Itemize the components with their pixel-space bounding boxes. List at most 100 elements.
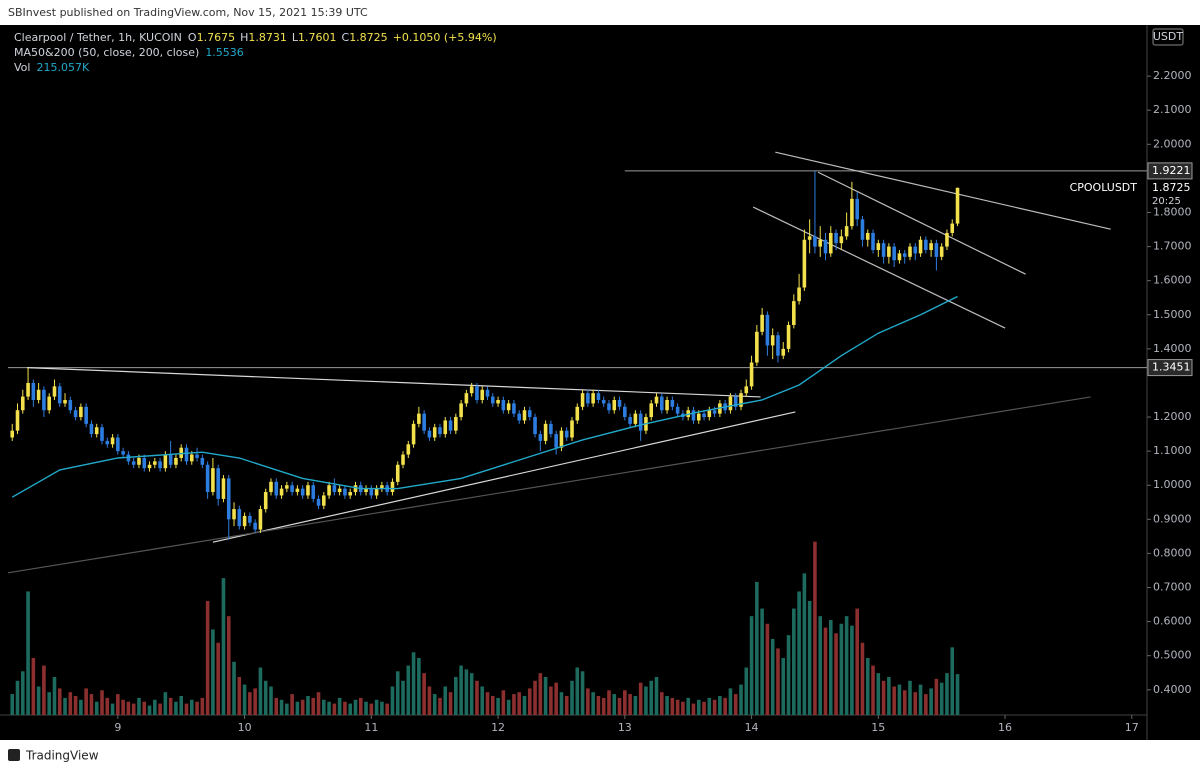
volume-bar	[20, 671, 25, 715]
candle-body	[374, 488, 379, 496]
volume-bar	[654, 676, 659, 715]
volume-bar	[712, 699, 717, 715]
volume-bar	[781, 657, 786, 715]
trend-line	[817, 171, 1026, 275]
candle-body	[20, 396, 25, 411]
candle-body	[142, 457, 147, 469]
trend-line	[212, 411, 796, 543]
candle-body	[15, 410, 20, 431]
volume-bar	[892, 686, 896, 715]
candle-body	[195, 454, 199, 458]
volume-bar	[770, 638, 775, 715]
volume-bar	[358, 697, 363, 715]
candle-body	[110, 437, 115, 445]
candle-body	[94, 427, 99, 435]
candle-body	[73, 410, 78, 418]
volume-bar	[908, 680, 912, 715]
y-tick-label: 0.9000	[1153, 512, 1192, 525]
candle-body	[828, 232, 833, 254]
volume-bar	[110, 703, 115, 715]
candle-body	[855, 198, 859, 220]
y-tick-label: 0.6000	[1153, 615, 1192, 628]
volume-bar	[823, 627, 828, 715]
candle-body	[955, 187, 960, 224]
volume-bar	[464, 669, 469, 715]
volume-bar	[855, 608, 859, 715]
volume-bar	[84, 688, 88, 715]
symbol: Clearpool / Tether, 1h, KUCOIN	[14, 31, 182, 44]
volume-bar	[380, 701, 384, 715]
candle-body	[512, 403, 516, 414]
candle-body	[491, 396, 495, 404]
volume-bar	[691, 703, 696, 715]
volume-bar	[834, 633, 838, 715]
candle-body	[617, 400, 622, 407]
candle-body	[776, 335, 780, 356]
candle-body	[733, 396, 738, 407]
volume-bar	[422, 673, 426, 715]
volume-bar	[448, 692, 453, 715]
candle-body	[939, 246, 944, 257]
candle-body	[337, 488, 342, 493]
volume-bar	[802, 573, 807, 715]
level-label: 1.9221	[1152, 164, 1191, 177]
currency: USDT	[1153, 30, 1184, 43]
volume-bar	[195, 701, 199, 715]
volume-bar	[659, 692, 664, 715]
volume-bar	[850, 625, 854, 715]
y-tick-label: 1.0000	[1153, 478, 1192, 491]
candle-body	[221, 478, 226, 499]
volume-bar	[538, 673, 543, 715]
volume-bar	[337, 697, 342, 715]
candle-body	[570, 420, 574, 438]
ohlc-label: O	[188, 31, 197, 44]
candle-body	[749, 362, 754, 387]
legend-line: Clearpool / Tether, 1h, KUCOIN O1.7675 H1.…	[14, 31, 497, 44]
volume-bar	[184, 703, 189, 715]
volume-bar	[649, 680, 654, 715]
volume-bar	[459, 665, 463, 715]
volume-bar	[686, 697, 690, 715]
candle-body	[934, 243, 939, 257]
volume-bar	[158, 703, 162, 715]
volume-bar	[607, 690, 611, 715]
candle-body	[945, 232, 949, 247]
candle-body	[755, 331, 759, 363]
volume-bar	[248, 692, 252, 715]
publisher: SBInvest published on TradingView.com, N…	[8, 6, 368, 19]
y-tick-label: 1.2000	[1153, 410, 1192, 423]
volume-bar	[427, 686, 432, 715]
volume-bar	[929, 688, 933, 715]
volume-bar	[42, 665, 46, 715]
candle-body	[538, 434, 543, 441]
volume-bar	[52, 676, 57, 715]
volume-bar	[200, 697, 205, 715]
volume-bar	[226, 616, 231, 715]
candle-body	[417, 413, 421, 424]
candle-body	[707, 410, 712, 418]
volume-bar	[316, 692, 321, 715]
candle-body	[760, 314, 764, 332]
candle-body	[881, 243, 886, 257]
candle-body	[739, 393, 743, 407]
candle-body	[269, 481, 273, 493]
volume-bar	[116, 694, 120, 715]
plot	[7, 151, 1147, 715]
volume-bar	[733, 694, 738, 715]
volume-bar	[279, 699, 284, 715]
volume-bar	[285, 703, 289, 715]
volume-bar	[596, 695, 601, 715]
volume-bar	[57, 688, 62, 715]
volume-bar	[728, 688, 733, 715]
candle-body	[802, 239, 807, 288]
candle-body	[480, 389, 485, 400]
candle-body	[659, 396, 664, 411]
volume-bar	[211, 629, 215, 715]
volume-bar	[47, 692, 51, 715]
candle-body	[818, 239, 823, 247]
candle-body	[322, 495, 326, 506]
volume-bar	[79, 699, 83, 715]
y-tick-label: 1.7000	[1153, 240, 1192, 253]
candle-body	[744, 386, 749, 394]
candle-body	[792, 301, 796, 325]
